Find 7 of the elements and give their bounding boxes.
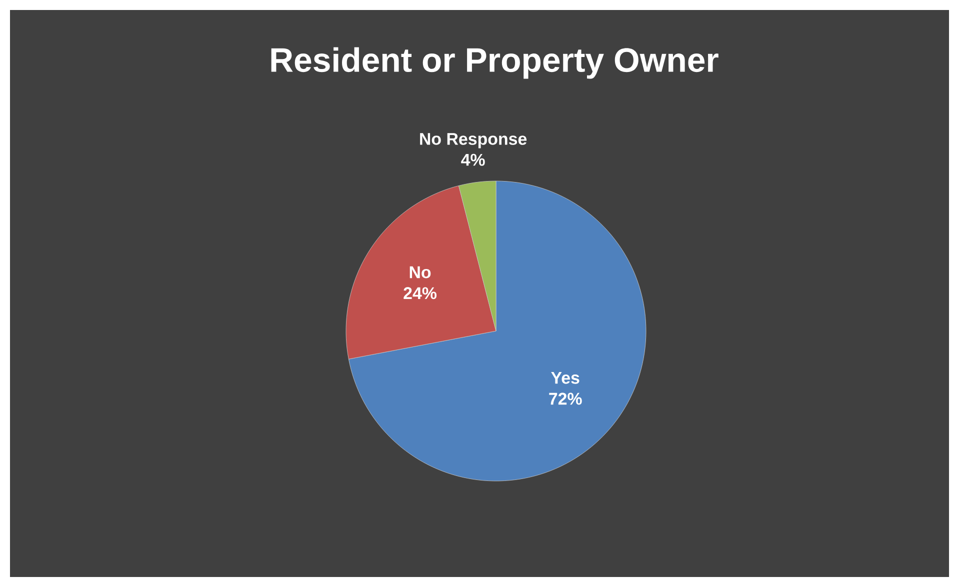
data-label: 72% (549, 392, 582, 405)
slice-label: Yes (551, 372, 580, 384)
chart-title: Resident or Property Owner (271, 47, 718, 79)
data-label: 24% (404, 287, 437, 300)
slice-label: No (410, 266, 431, 278)
slice-label: No Response (420, 133, 527, 148)
data-label: 4% (461, 154, 485, 166)
